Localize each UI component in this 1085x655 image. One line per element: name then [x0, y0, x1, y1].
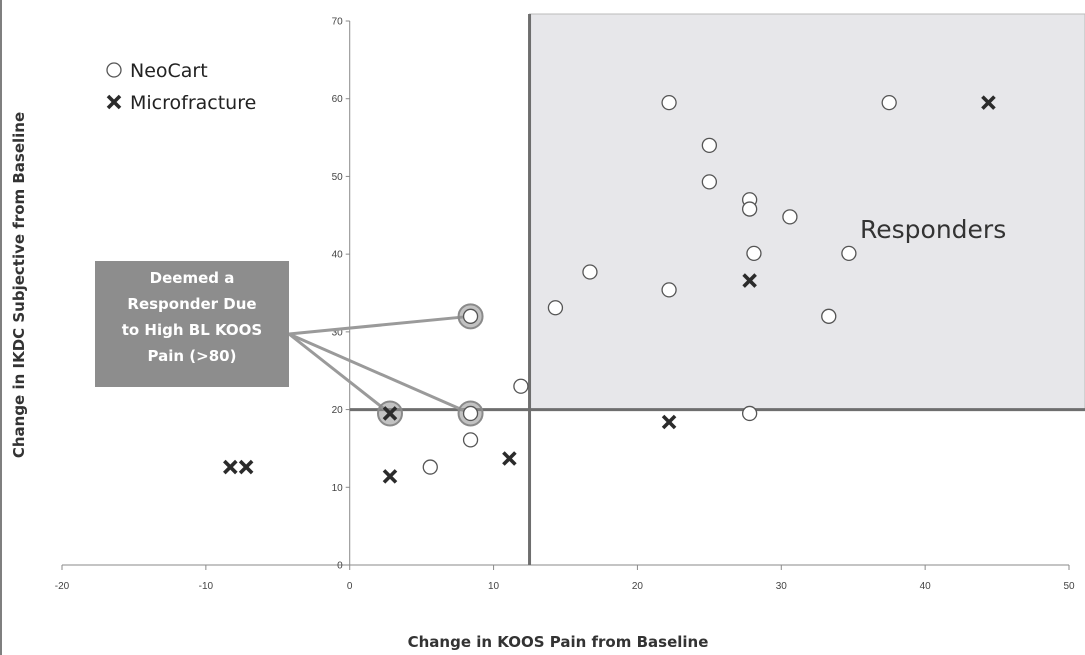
x-stroke [742, 273, 757, 288]
callout-connector [288, 332, 472, 415]
y-tick-label: 20 [332, 405, 344, 416]
responders-region [529, 13, 1085, 411]
y-tick-label: 0 [337, 561, 343, 572]
neocart-point [462, 432, 479, 448]
microfracture-point [981, 95, 996, 110]
neocart-point [513, 378, 529, 394]
responders-label: Responders [860, 215, 1006, 244]
microfracture-point [223, 459, 238, 475]
callout-background [95, 261, 289, 387]
neocart-point [746, 245, 762, 262]
callout-line: Responder Due [127, 295, 256, 313]
x-tick-label: -20 [55, 581, 70, 592]
y-tick-label: 30 [332, 327, 344, 338]
callout-line: Pain (>80) [148, 347, 237, 365]
responders-shading [529, 13, 1085, 411]
x-tick-label: 0 [347, 581, 353, 592]
neocart-point [462, 308, 479, 324]
x-tick-label: 20 [632, 581, 644, 592]
legend-microfracture-marker [106, 94, 122, 110]
microfracture-point [661, 414, 677, 430]
x-stroke [106, 94, 122, 110]
neocart-point [701, 137, 718, 153]
y-axis-title: Change in IKDC Subjective from Baseline [10, 112, 28, 458]
neocart-point [661, 94, 677, 111]
callout-box: Deemed a Responder Due to High BL KOOS Pain… [95, 261, 289, 387]
data-points [223, 94, 996, 484]
chart-labels: Change in KOOS Pain from Baseline Change … [10, 112, 1006, 651]
microfracture-point [382, 406, 398, 421]
x-tick-label: 50 [1063, 581, 1075, 592]
callout-connectors [288, 314, 472, 415]
microfracture-point [742, 273, 757, 288]
x-tick-label: 30 [776, 581, 788, 592]
legend-neocart-marker [106, 62, 122, 78]
callout-connector [288, 314, 471, 336]
y-tick-label: 50 [332, 172, 344, 183]
neocart-point [701, 174, 718, 190]
x-stroke [238, 459, 254, 475]
callout-line: Deemed a [150, 269, 235, 287]
x-tick-label: 10 [488, 581, 500, 592]
x-axis-title: Change in KOOS Pain from Baseline [408, 633, 709, 651]
x-stroke [382, 406, 398, 421]
microfracture-point [238, 459, 254, 475]
callout-line: to High BL KOOS [122, 321, 263, 339]
neocart-point [782, 209, 798, 225]
neocart-point [741, 201, 758, 217]
neocart-point [741, 405, 758, 422]
x-stroke [981, 95, 996, 110]
x-stroke [382, 469, 398, 484]
x-stroke [661, 414, 677, 430]
neocart-point [821, 308, 837, 324]
y-tick-label: 70 [332, 17, 344, 28]
neocart-point [422, 459, 438, 475]
x-stroke [502, 451, 517, 466]
y-tick-label: 40 [332, 250, 344, 261]
neocart-point [841, 245, 857, 262]
microfracture-point [382, 469, 398, 484]
neocart-point [547, 300, 564, 316]
neocart-point [661, 282, 677, 298]
callout-connector [288, 332, 391, 415]
legend: NeoCart Microfracture [106, 60, 256, 114]
legend-label: NeoCart [130, 60, 208, 82]
x-tick-label: 40 [920, 581, 932, 592]
neocart-point [582, 264, 598, 280]
legend-label: Microfracture [130, 92, 256, 114]
neocart-point [881, 94, 897, 111]
x-tick-label: -10 [199, 581, 214, 592]
microfracture-point [502, 451, 517, 466]
axes: 0 10 20 30 40 50 60 70 -20 -10 0 10 20 30 40 50 [55, 17, 1075, 593]
y-tick-label: 60 [332, 94, 344, 105]
x-stroke [223, 459, 238, 475]
y-tick-label: 10 [332, 483, 344, 494]
neocart-point [462, 405, 479, 422]
